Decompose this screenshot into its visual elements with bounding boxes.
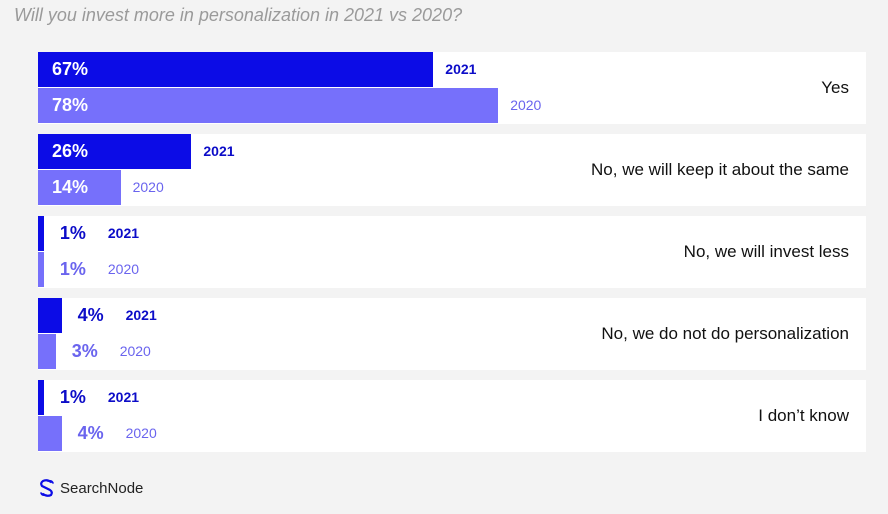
series-label-2021: 2021: [445, 61, 477, 77]
category-label: No, we will keep it about the same: [591, 160, 849, 179]
bar-value-label: 14%: [52, 177, 89, 197]
category-label: No, we will invest less: [683, 242, 849, 261]
bar-value-label: 1%: [59, 259, 86, 279]
bar-2021: [38, 52, 434, 87]
series-label-2020: 2020: [107, 261, 140, 277]
chart-row: 26% 2021 14% 2020 No, we will keep it about …: [38, 134, 866, 206]
bar-value-label: 3%: [71, 341, 98, 361]
bar-2021: [38, 380, 44, 415]
bar-2020: [38, 88, 499, 123]
chart-row: 4% 2021 3% 2020 No, we do not do personaliza…: [38, 298, 866, 370]
chart-title: Will you invest more in personalization …: [14, 5, 463, 25]
bar-2021: [38, 216, 44, 251]
series-label-2021: 2021: [107, 389, 140, 405]
brand-logo: SearchNode: [38, 478, 143, 498]
chart-row: 67% 2021 78% 2020 Yes: [38, 52, 866, 124]
category-label: I don’t know: [758, 406, 849, 425]
searchnode-logo-icon: [40, 479, 54, 497]
bar-2021: [38, 134, 192, 169]
brand-name: SearchNode: [60, 479, 144, 497]
category-label: Yes: [821, 78, 849, 97]
series-label-2020: 2020: [125, 425, 157, 441]
bar-value-label: 26%: [52, 141, 89, 161]
series-label-2021: 2021: [125, 307, 157, 323]
bar-value-label: 78%: [52, 95, 89, 115]
series-label-2020: 2020: [510, 97, 542, 113]
bar-value-label: 4%: [77, 423, 104, 443]
series-label-2021: 2021: [203, 143, 235, 159]
bar-value-label: 1%: [59, 387, 86, 407]
bar-2021: [38, 298, 62, 333]
chart-row: 1% 2021 1% 2020 No, we will invest less: [38, 216, 866, 288]
series-label-2020: 2020: [132, 179, 164, 195]
bar-2020: [38, 170, 121, 205]
chart-row: 1% 2021 4% 2020 I don’t know: [38, 380, 866, 452]
bar-2020: [38, 416, 62, 451]
series-label-2021: 2021: [107, 225, 140, 241]
bar-value-label: 1%: [59, 223, 86, 243]
series-label-2020: 2020: [119, 343, 151, 359]
category-label: No, we do not do personalization: [601, 324, 849, 343]
bar-value-label: 4%: [77, 305, 104, 325]
bar-2020: [38, 334, 56, 369]
bar-2020: [38, 252, 44, 287]
bar-value-label: 67%: [52, 59, 89, 79]
